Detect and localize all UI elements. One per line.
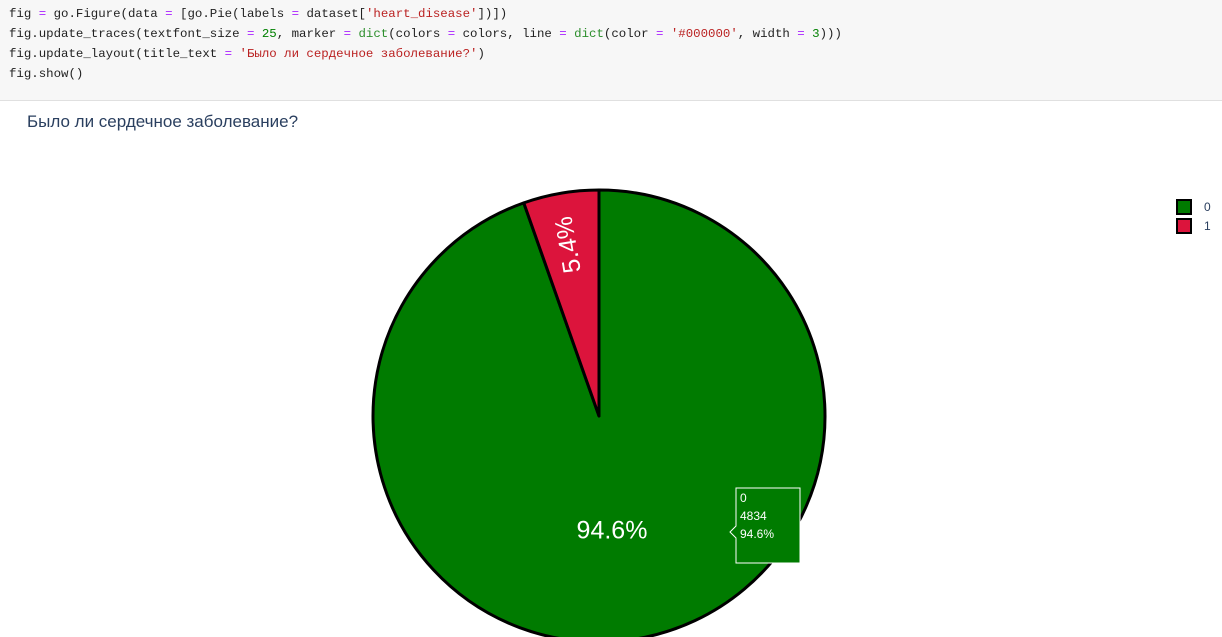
code-token: = xyxy=(447,27,456,41)
code-token: (color xyxy=(603,27,656,41)
legend-label-1[interactable]: 1 xyxy=(1204,219,1211,233)
legend-swatch-0[interactable] xyxy=(1176,199,1192,215)
code-token: 25 xyxy=(261,27,277,41)
output-area: Было ли сердечное заболевание? 94.6% 5.4%… xyxy=(0,101,1222,637)
code-token: dataset[ xyxy=(299,7,366,21)
code-token: dict xyxy=(574,27,604,41)
hover-label: 0 xyxy=(740,491,747,505)
code-token: 'heart_disease' xyxy=(365,7,478,21)
pie-slice-1[interactable] xyxy=(522,188,601,418)
code-token: 3 xyxy=(812,27,820,41)
code-token: = xyxy=(797,27,805,41)
code-token: , width xyxy=(737,27,798,41)
slice-percent-label: 94.6% xyxy=(577,517,648,545)
code-line: fig = go.Figure(data = [go.Pie(labels = … xyxy=(9,4,1222,24)
code-token: = xyxy=(38,7,47,21)
code-token: ))) xyxy=(819,27,842,41)
hover-value: 4834 xyxy=(740,509,767,523)
code-token: fig.show() xyxy=(9,67,84,81)
legend-label-0[interactable]: 0 xyxy=(1204,200,1211,214)
code-token: = xyxy=(559,27,567,41)
code-line: fig.show() xyxy=(9,64,1222,84)
legend-swatch-1[interactable] xyxy=(1176,218,1192,234)
code-token xyxy=(232,47,239,61)
code-token: = xyxy=(224,47,233,61)
code-token: [go.Pie(labels xyxy=(172,7,292,21)
code-token: go.Figure(data xyxy=(46,7,166,21)
code-line: fig.update_layout(title_text = 'Было ли … xyxy=(9,44,1222,64)
pie-slice-0[interactable] xyxy=(371,188,827,637)
code-token: fig.update_layout(title_text xyxy=(9,47,225,61)
hover-percent: 94.6% xyxy=(740,527,774,541)
code-token: '#000000' xyxy=(670,27,738,41)
code-token: = xyxy=(343,27,352,41)
code-token: = xyxy=(291,7,300,21)
code-token: = xyxy=(165,7,173,21)
chart-title: Было ли сердечное заболевание? xyxy=(27,112,299,131)
code-token xyxy=(663,27,670,41)
code-token xyxy=(254,27,261,41)
code-token: , marker xyxy=(276,27,344,41)
code-editor[interactable]: fig = go.Figure(data = [go.Pie(labels = … xyxy=(0,0,1222,84)
code-token xyxy=(351,27,358,41)
hover-tooltip xyxy=(729,487,801,564)
code-token: (colors xyxy=(388,27,448,41)
code-token: colors, line xyxy=(455,27,560,41)
code-cell[interactable]: fig = go.Figure(data = [go.Pie(labels = … xyxy=(0,0,1222,101)
code-token: 'Было ли сердечное заболевание?' xyxy=(239,47,478,61)
code-token: = xyxy=(246,27,255,41)
code-token: = xyxy=(655,27,664,41)
code-line: fig.update_traces(textfont_size = 25, ma… xyxy=(9,24,1222,44)
code-token: fig xyxy=(9,7,39,21)
code-token: dict xyxy=(358,27,389,41)
code-token: ])]) xyxy=(477,7,508,21)
code-token: ) xyxy=(477,47,485,61)
code-token: fig.update_traces(textfont_size xyxy=(9,27,247,41)
